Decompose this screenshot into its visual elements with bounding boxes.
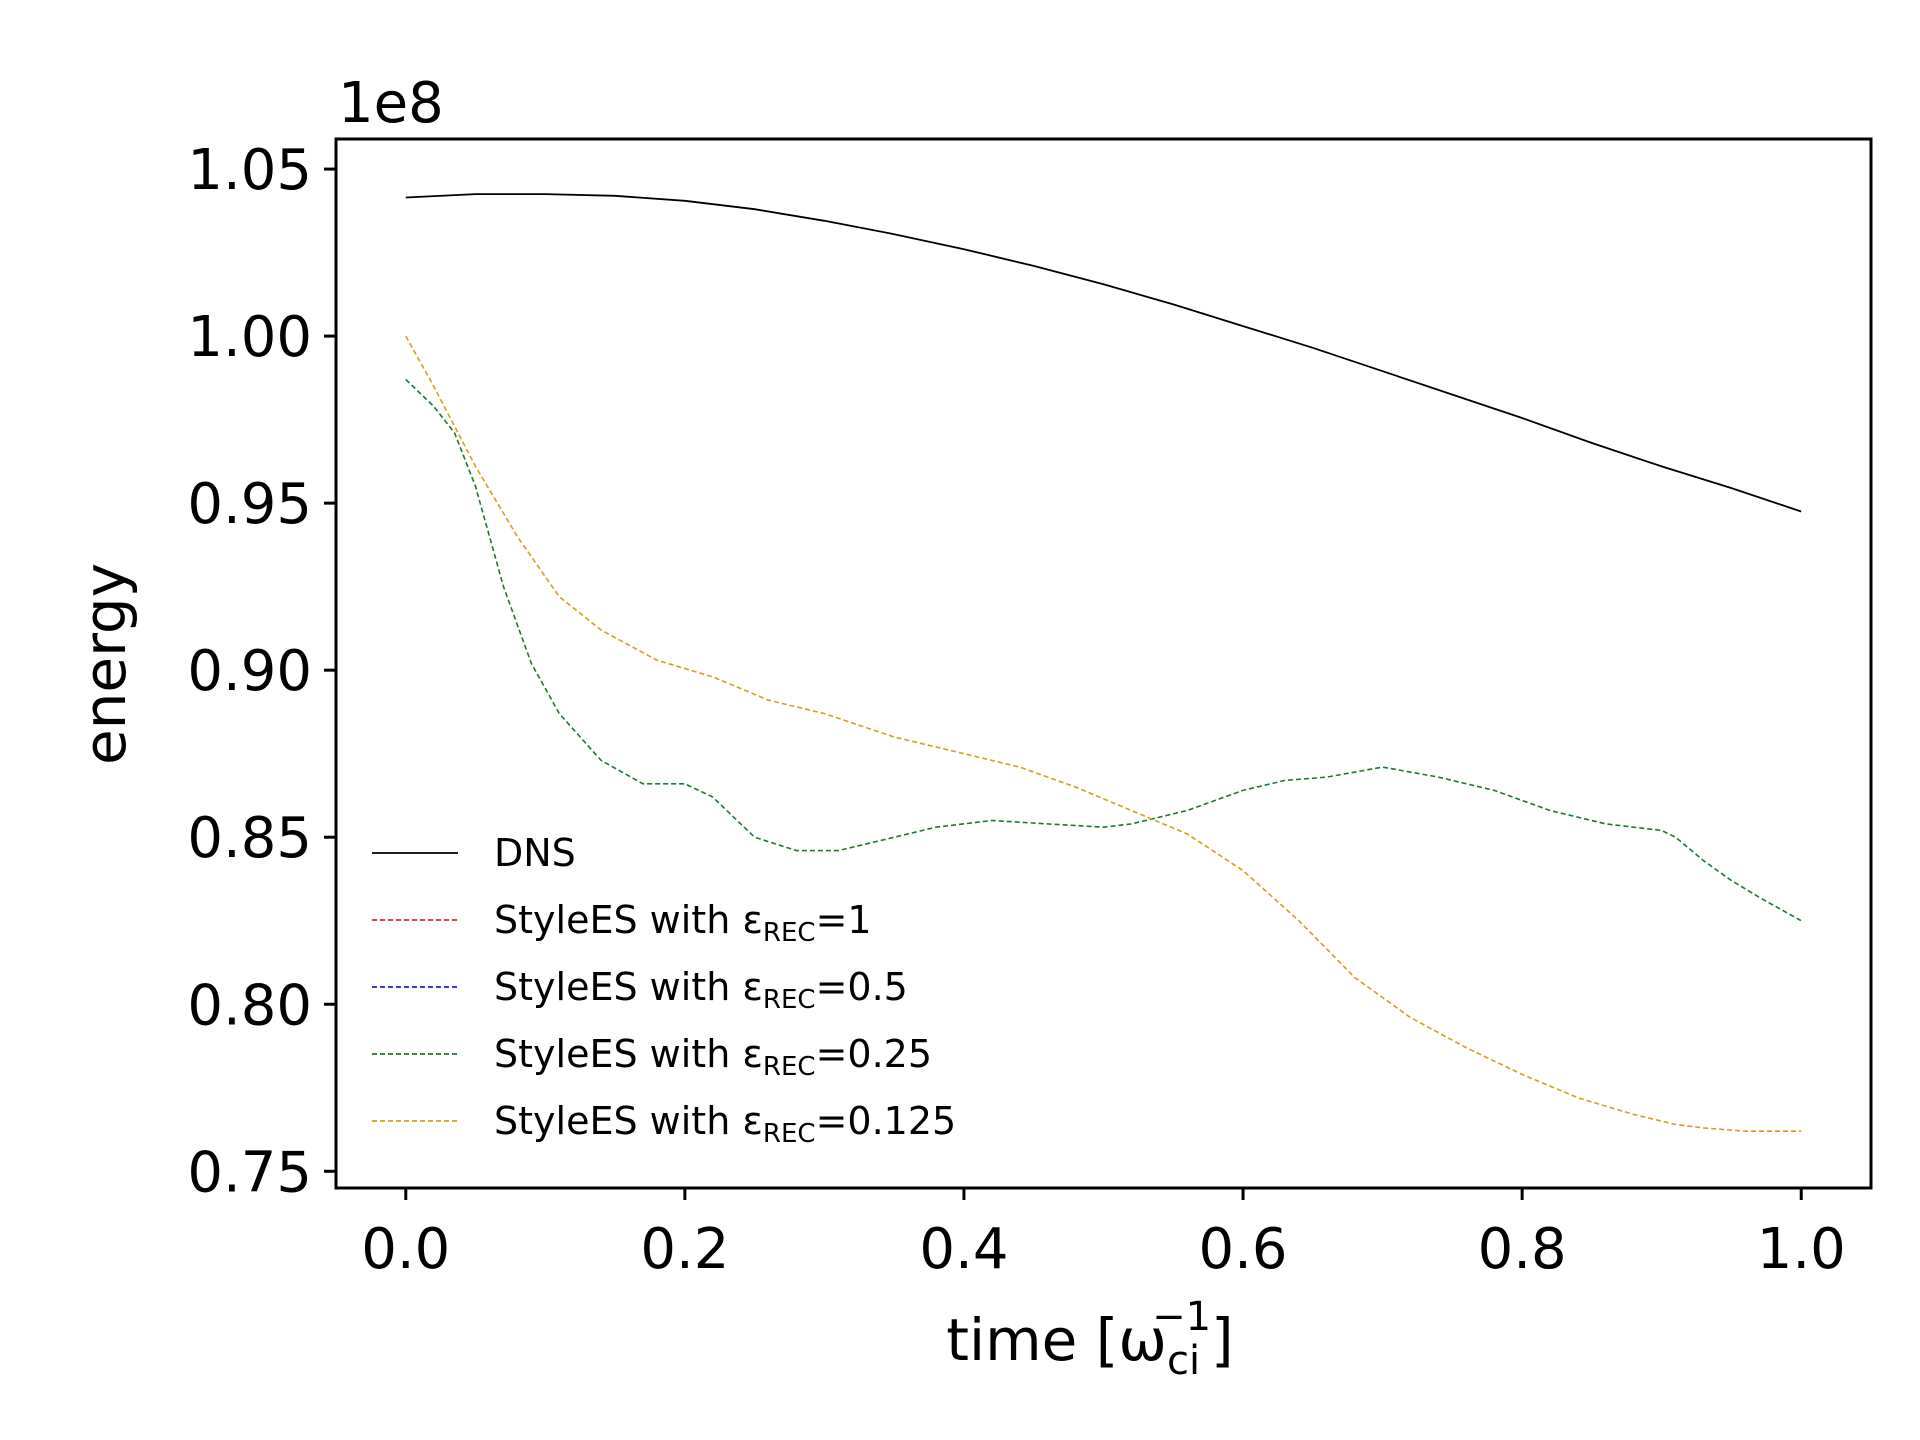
legend-label-suffix: =1 <box>816 898 872 942</box>
y-tick-label: 0.85 <box>187 806 312 871</box>
x-tick-label: 0.2 <box>640 1217 729 1282</box>
x-axis-label-sup: −1 <box>1152 1294 1211 1340</box>
x-axis-label-main: time [ω <box>946 1306 1167 1374</box>
legend-label-suffix: =0.5 <box>816 965 908 1009</box>
legend-label-main: StyleES with ε <box>494 898 763 942</box>
legend-label-suffix: =0.125 <box>816 1099 957 1143</box>
legend-label-suffix: =0.25 <box>816 1032 932 1076</box>
y-axis-label: energy <box>71 563 139 765</box>
x-tick-label: 0.6 <box>1199 1217 1288 1282</box>
plot-frame <box>334 137 1873 1190</box>
y-tick-label: 0.90 <box>187 639 312 704</box>
legend-label-0: DNS <box>494 831 576 875</box>
series-line-0 <box>405 193 1802 513</box>
series-lines <box>405 193 1802 1132</box>
legend-label-sub: REC <box>763 918 816 948</box>
y-tick-label: 0.75 <box>187 1140 312 1205</box>
x-axis: 0.0 0.2 0.4 0.6 0.8 1.0 <box>361 1188 1846 1282</box>
series-line-3 <box>405 378 1802 922</box>
legend-label-sub: REC <box>763 985 816 1015</box>
y-tick-label: 0.95 <box>187 472 312 537</box>
legend-label-3: StyleES with εREC=0.25 <box>494 1032 932 1082</box>
legend-label-main: StyleES with ε <box>494 1099 763 1143</box>
y-tick-label: 1.00 <box>187 305 312 370</box>
y-axis: 0.75 0.80 0.85 0.90 0.95 1.00 1.05 <box>187 138 336 1205</box>
x-tick-label: 1.0 <box>1757 1217 1846 1282</box>
legend-label-4: StyleES with εREC=0.125 <box>494 1099 956 1149</box>
y-tick-label: 1.05 <box>187 138 312 203</box>
series-line-4 <box>405 335 1802 1132</box>
legend-label-main: DNS <box>494 831 576 875</box>
legend-label-sub: REC <box>763 1052 816 1082</box>
legend-label-2: StyleES with εREC=0.5 <box>494 965 908 1015</box>
legend-label-sub: REC <box>763 1119 816 1149</box>
legend-label-main: StyleES with ε <box>494 965 763 1009</box>
x-axis-label-close: ] <box>1211 1306 1234 1374</box>
x-tick-label: 0.8 <box>1478 1217 1567 1282</box>
y-tick-label: 0.80 <box>187 973 312 1038</box>
x-axis-label: time [ωci−1] <box>946 1294 1233 1384</box>
legend-label-1: StyleES with εREC=1 <box>494 898 872 948</box>
x-axis-label-sub: ci <box>1167 1338 1200 1384</box>
x-tick-label: 0.0 <box>361 1217 450 1282</box>
x-tick-label: 0.4 <box>919 1217 1008 1282</box>
y-offset-label: 1e8 <box>338 71 444 136</box>
legend-label-main: StyleES with ε <box>494 1032 763 1076</box>
